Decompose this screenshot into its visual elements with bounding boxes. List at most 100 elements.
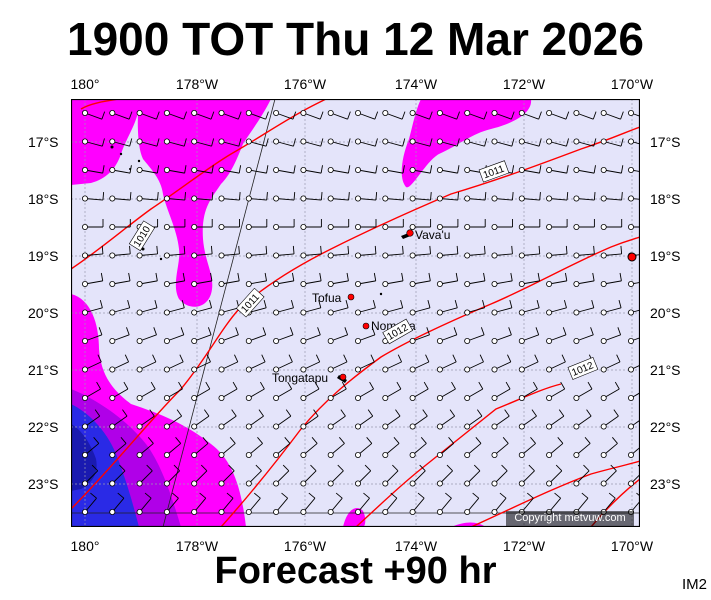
wind-barb-shaft [494, 361, 512, 370]
lon-tick-top: 174°W [394, 76, 438, 92]
wind-barb-station [354, 394, 361, 401]
wind-barb-feather [91, 464, 99, 472]
wind-barb-feather [146, 464, 153, 472]
wind-barb-feather [530, 437, 536, 444]
wind-barb-shaft [385, 443, 400, 456]
wind-barb-station [163, 167, 170, 174]
rain-area [401, 99, 532, 188]
wind-barb-feather [200, 464, 208, 472]
wind-barb-shaft [576, 280, 595, 285]
wind-barb-feather [320, 245, 322, 254]
wind-barb-shaft [603, 470, 617, 484]
wind-barb-station [464, 138, 471, 145]
wind-barb-station [191, 394, 198, 401]
copyright-label: Copyright metvuw.com [506, 511, 634, 526]
wind-barb-feather [172, 492, 179, 499]
wind-barb-shaft [193, 415, 210, 427]
wind-barb-station [436, 224, 443, 231]
wind-barb-feather [566, 165, 569, 174]
wind-barb-feather [348, 192, 350, 201]
wind-barb-feather [319, 272, 322, 281]
wind-barb-shaft [166, 361, 184, 370]
wind-barb-feather [308, 492, 316, 499]
wind-barb-feather [99, 299, 103, 308]
wind-barb-feather [617, 327, 622, 335]
wind-barb-shaft [466, 388, 484, 399]
wind-barb-station [163, 337, 170, 344]
wind-barb-station [191, 138, 198, 145]
wind-barb-shaft [303, 112, 321, 120]
wind-barb-shaft [466, 443, 482, 456]
wind-barb-station [81, 480, 88, 487]
wind-barb-feather [237, 111, 242, 120]
wind-barb-feather [456, 138, 460, 147]
wind-barb-feather [292, 111, 297, 120]
wind-barb-feather [565, 245, 568, 254]
wind-barb-shaft [112, 280, 131, 285]
wind-barb-shaft [357, 470, 372, 484]
lon-tick-bottom: 174°W [394, 538, 438, 554]
wind-barb-station [491, 309, 498, 316]
wind-barb-shaft [221, 443, 236, 456]
wind-barb-shaft [139, 112, 157, 120]
wind-barb-station [327, 138, 334, 145]
wind-barb-shaft [275, 361, 293, 370]
wind-barb-station [546, 195, 553, 202]
wind-barb-station [191, 337, 198, 344]
wind-barb-station [600, 109, 607, 116]
wind-barb-shaft [221, 307, 240, 313]
wind-barb-station [628, 280, 635, 287]
wind-barb-feather [173, 464, 180, 472]
wind-barb-station [382, 224, 389, 231]
wind-barb-feather [363, 492, 370, 499]
wind-barb-feather [396, 381, 402, 390]
wind-barb-station [300, 337, 307, 344]
wind-barb-shaft [357, 334, 376, 342]
wind-barb-feather [618, 299, 622, 308]
wind-barb-feather [429, 111, 433, 120]
wind-barb-feather [534, 354, 539, 363]
wind-barb-station [273, 109, 280, 116]
wind-barb-shaft [630, 392, 640, 399]
wind-barb-shaft [357, 198, 376, 201]
place-label-tofua: Tofua [312, 291, 342, 305]
wind-barb-station [600, 138, 607, 145]
wind-barb-feather [557, 437, 564, 444]
wind-barb-feather [393, 437, 400, 444]
wind-barb-station [409, 508, 416, 515]
wind-barb-station [191, 366, 198, 373]
wind-barb-feather [183, 111, 187, 120]
wind-barb-station [300, 138, 307, 145]
wind-barb-feather [446, 464, 453, 472]
wind-barb-feather [337, 464, 344, 472]
wind-barb-station [573, 252, 580, 259]
wind-barb-feather [346, 272, 349, 281]
wind-barb-shaft [276, 198, 295, 201]
wind-barb-shaft [466, 470, 481, 484]
wind-barb-station [354, 138, 361, 145]
wind-barb-feather [127, 299, 131, 308]
wind-barbs [81, 109, 640, 515]
wind-barb-station [273, 337, 280, 344]
wind-barb-shaft [494, 388, 511, 399]
wind-barb-feather [320, 138, 324, 147]
wind-barb-shaft [194, 253, 213, 256]
wind-barb-station [573, 109, 580, 116]
wind-barb-shaft [494, 470, 508, 484]
wind-barb-shaft [303, 443, 318, 456]
wind-barb-station [273, 451, 280, 458]
wind-barb-station [573, 280, 580, 287]
wind-barb-station [628, 480, 635, 487]
wind-barb-shaft [521, 198, 540, 201]
wind-barb-feather [210, 111, 215, 120]
wind-barb-shaft [330, 253, 349, 256]
wind-barb-feather [339, 437, 345, 444]
wind-barb-feather [364, 464, 372, 472]
wind-barb-shaft [548, 307, 567, 313]
lon-tick-top: 176°W [283, 76, 327, 92]
wind-barb-station [382, 366, 389, 373]
wind-barb-feather [456, 111, 460, 120]
wind-barb-station [163, 394, 170, 401]
wind-barb-shaft [603, 112, 621, 120]
wind-barb-feather [90, 492, 97, 499]
